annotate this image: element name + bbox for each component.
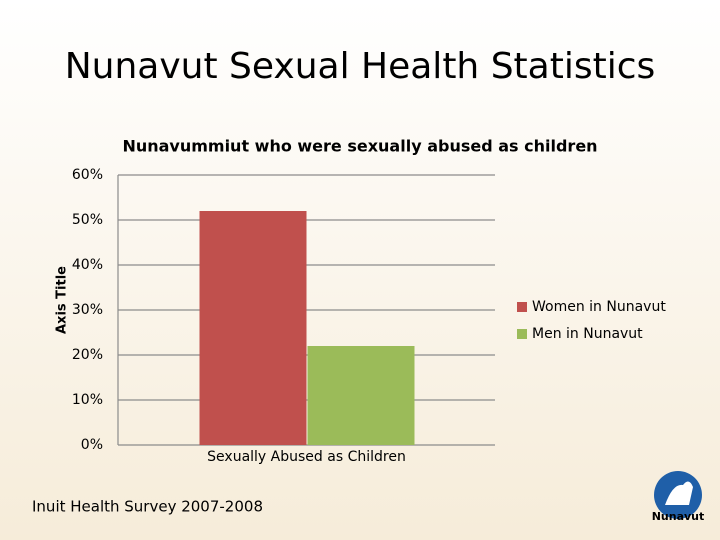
y-tick-label: 30% xyxy=(72,302,103,318)
y-tick-label: 50% xyxy=(72,212,103,228)
chart-title: Nunavummiut who were sexually abused as … xyxy=(122,137,597,156)
y-tick-label: 0% xyxy=(81,437,103,453)
source: Inuit Health Survey 2007-2008 xyxy=(32,498,263,516)
y-tick-label: 10% xyxy=(72,392,103,408)
y-tick-label: 20% xyxy=(72,347,103,363)
legend-label: Men in Nunavut xyxy=(532,326,643,342)
bar xyxy=(199,211,307,445)
logo-figure xyxy=(665,481,693,505)
y-axis-title: Axis Title xyxy=(55,266,70,334)
y-tick-label: 40% xyxy=(72,257,103,273)
logo: Nunavut xyxy=(652,471,705,523)
logo-text: Nunavut xyxy=(652,510,705,523)
slide-title: Nunavut Sexual Health Statistics xyxy=(65,46,656,87)
legend-swatch xyxy=(517,302,527,312)
bar xyxy=(307,346,415,445)
legend-label: Women in Nunavut xyxy=(532,299,666,315)
y-tick-label: 60% xyxy=(72,167,103,183)
legend-swatch xyxy=(517,329,527,339)
x-tick-label: Sexually Abused as Children xyxy=(207,449,406,465)
